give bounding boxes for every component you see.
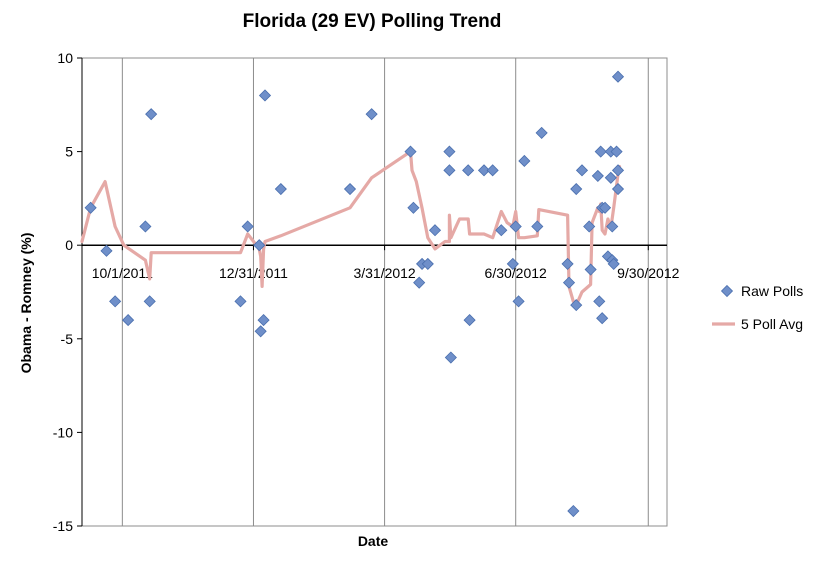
raw-poll-point	[518, 154, 531, 168]
raw-poll-point	[254, 325, 267, 338]
raw-poll-point	[258, 89, 272, 102]
legend-marker-raw-polls	[720, 284, 734, 298]
raw-poll-point	[444, 351, 457, 364]
plot-area: -15 -10 -5 0 5 10 10/1/2011 12/31/2011 3/31/2012…	[53, 50, 680, 534]
y-axis-title: Obama - Romney (%)	[18, 233, 34, 374]
raw-poll-point	[598, 201, 612, 214]
raw-poll-point	[241, 220, 254, 233]
raw-poll-point	[443, 164, 456, 177]
y-tick-label: -10	[53, 424, 73, 440]
chart-title: Florida (29 EV) Polling Trend	[243, 11, 502, 32]
raw-poll-point	[593, 295, 606, 308]
raw-poll-point	[495, 224, 508, 237]
x-tick-label: 10/1/2011	[92, 265, 153, 281]
raw-poll-point	[365, 108, 378, 121]
raw-poll-point	[531, 220, 544, 233]
raw-poll-point	[562, 276, 576, 289]
y-tick-label: -5	[61, 331, 74, 347]
x-tick-label: 6/30/2012	[485, 265, 547, 281]
y-tick-label: 0	[65, 237, 73, 253]
raw-poll-point	[596, 312, 609, 325]
raw-poll-point	[607, 257, 620, 270]
raw-poll-point	[234, 295, 247, 308]
raw-poll-point	[257, 314, 270, 327]
raw-poll-point	[506, 257, 519, 270]
raw-poll-point	[443, 145, 456, 158]
legend-label-raw-polls: Raw Polls	[741, 283, 803, 299]
raw-poll-point	[561, 257, 574, 270]
raw-poll-point	[462, 164, 475, 177]
raw-poll-point	[84, 201, 97, 214]
raw-poll-point	[611, 164, 625, 177]
raw-poll-point	[421, 257, 434, 270]
raw-poll-point	[343, 182, 357, 196]
raw-poll-point	[535, 126, 548, 139]
legend-item-raw-polls: Raw Polls	[720, 283, 803, 299]
legend: Raw Polls 5 Poll Avg	[712, 283, 803, 332]
raw-poll-point	[567, 504, 580, 518]
raw-poll-point	[570, 182, 583, 196]
raw-poll-point	[509, 220, 522, 233]
raw-poll-point	[407, 201, 420, 214]
raw-poll-point	[584, 263, 597, 276]
legend-label-poll-avg: 5 Poll Avg	[741, 316, 803, 332]
x-tick-label: 9/30/2012	[617, 265, 679, 281]
raw-poll-point	[575, 164, 589, 177]
x-tick-label: 3/31/2012	[353, 265, 415, 281]
raw-poll-point	[122, 314, 135, 327]
raw-poll-point	[463, 314, 476, 327]
raw-poll-point	[570, 299, 583, 312]
y-tick-label: 5	[65, 144, 73, 160]
raw-poll-point	[486, 164, 499, 177]
raw-poll-point	[145, 108, 158, 121]
raw-poll-point	[611, 70, 625, 83]
y-tick-label: -15	[53, 518, 73, 534]
raw-poll-point	[604, 171, 617, 184]
raw-poll-point	[428, 224, 442, 237]
raw-poll-point	[100, 244, 113, 257]
raw-poll-point	[143, 295, 156, 308]
raw-poll-point	[611, 182, 625, 196]
raw-poll-point	[583, 220, 596, 233]
raw-poll-point	[109, 295, 122, 308]
raw-poll-point	[606, 220, 619, 233]
legend-item-poll-avg: 5 Poll Avg	[712, 316, 803, 332]
x-axis-title: Date	[358, 533, 389, 549]
raw-poll-point	[477, 164, 491, 177]
raw-poll-point	[512, 295, 525, 308]
y-tick-label: 10	[57, 50, 73, 66]
raw-poll-point	[404, 145, 417, 158]
raw-poll-point	[413, 276, 426, 289]
raw-poll-point	[253, 239, 266, 252]
raw-poll-point	[591, 169, 604, 183]
raw-poll-point	[594, 145, 607, 158]
raw-poll-point	[274, 182, 287, 196]
raw-poll-point	[139, 220, 152, 233]
x-tick-label: 12/31/2011	[219, 265, 288, 281]
raw-poll-point	[610, 145, 623, 158]
